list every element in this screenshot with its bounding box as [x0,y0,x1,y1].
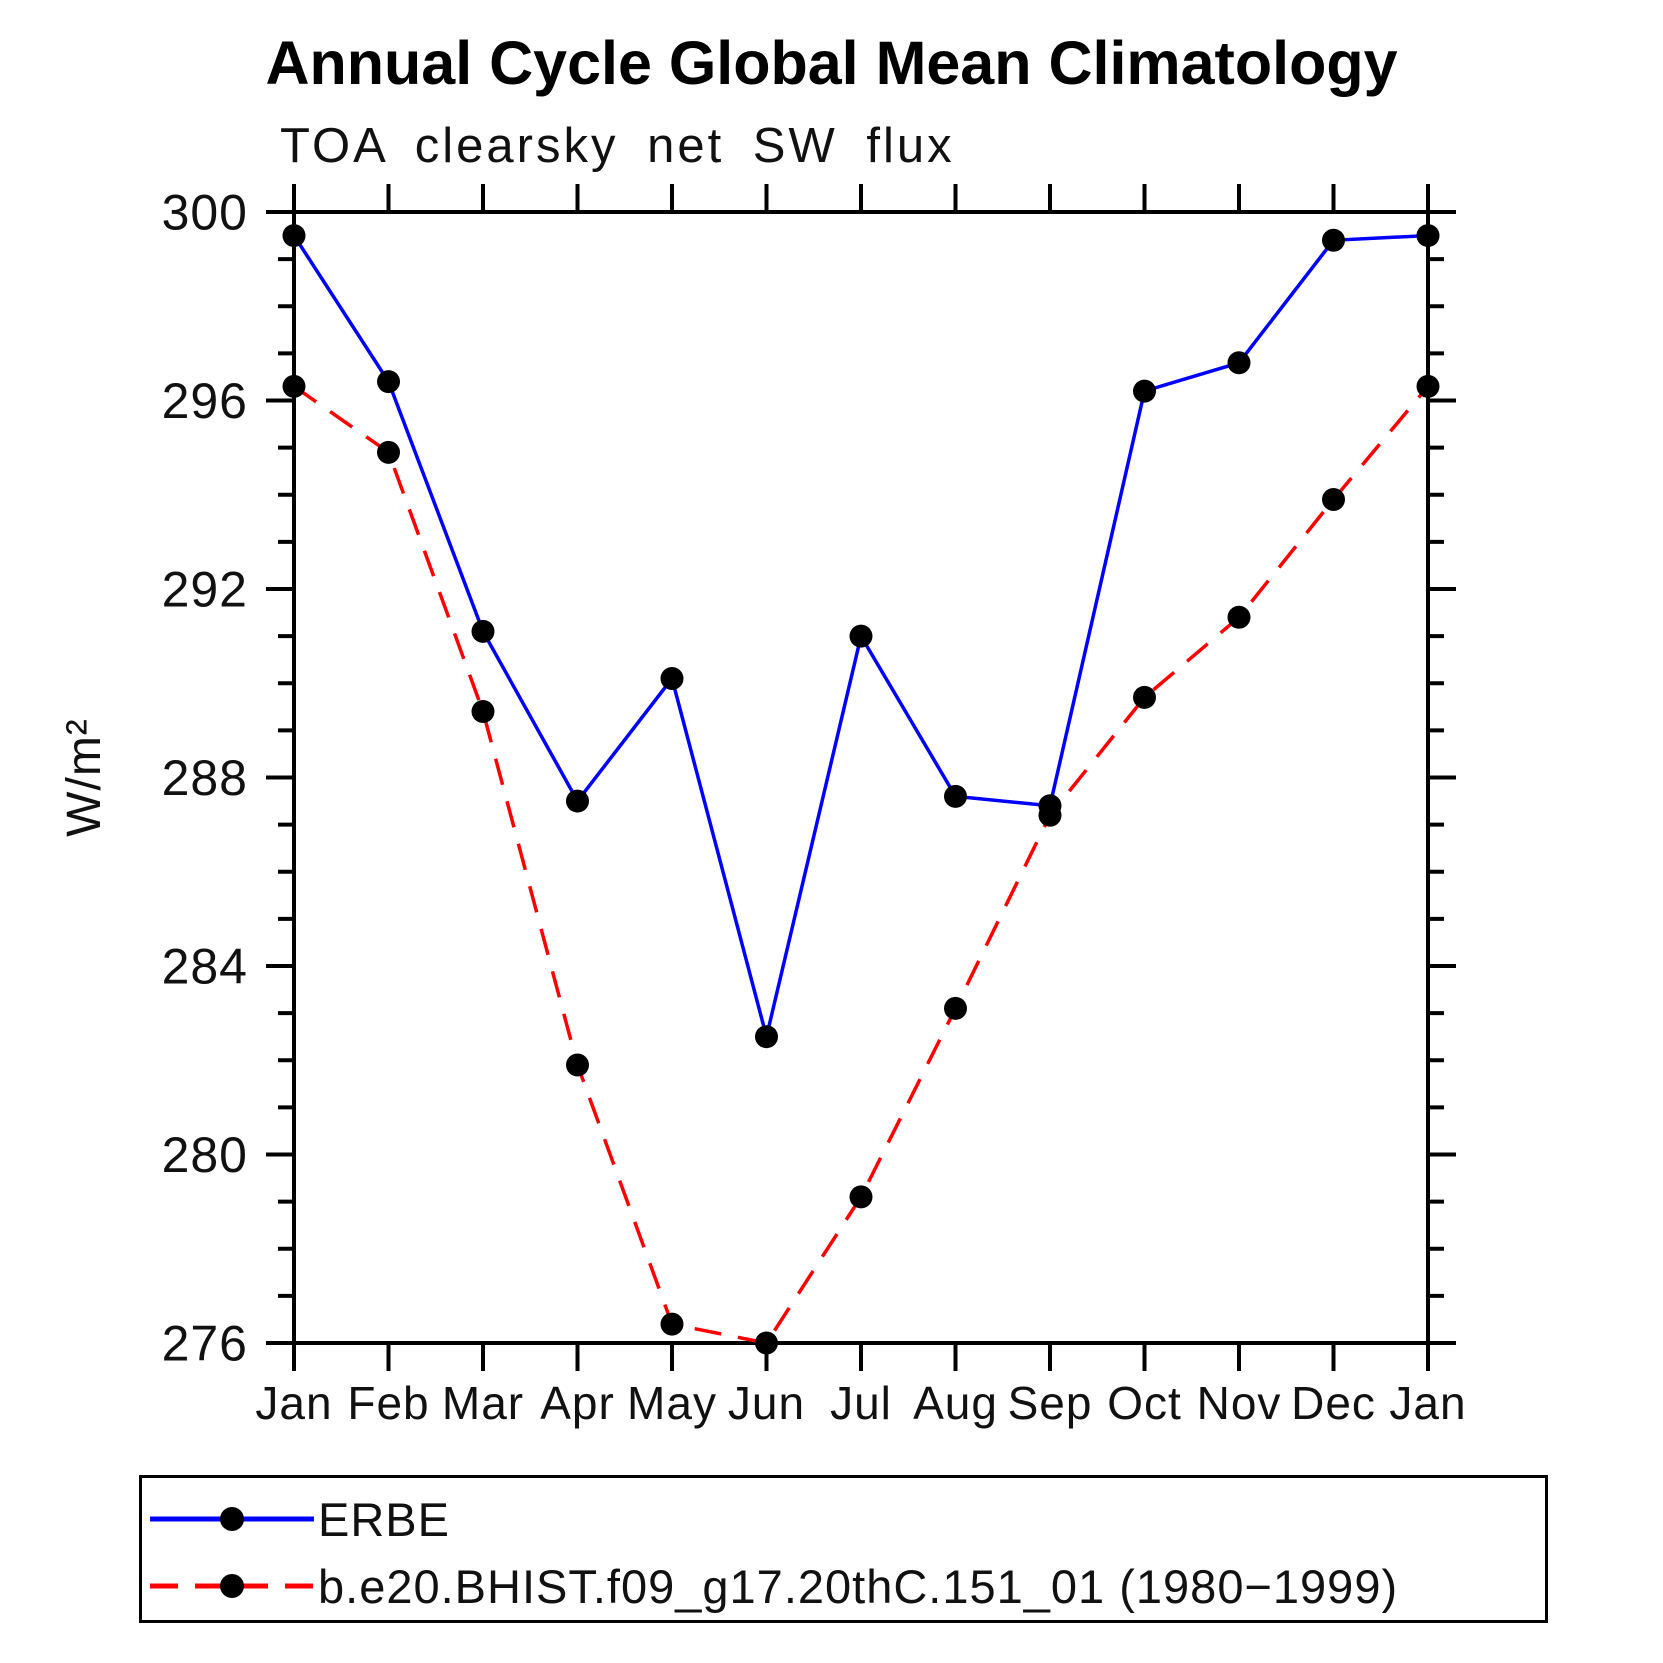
data-point-model-5 [755,1331,778,1355]
x-tick-label: Jan [255,1377,332,1429]
data-point-model-7 [944,996,967,1020]
data-point-erbe-3 [566,789,589,813]
y-tick-label: 284 [162,939,248,995]
y-axis-title: W/m² [58,718,111,837]
data-point-erbe-2 [471,619,495,643]
data-point-model-10 [1227,605,1251,629]
data-point-erbe-11 [1322,228,1345,252]
legend-label-model: b.e20.BHIST.f09_g17.20thC.151_01 (1980−1… [318,1559,1399,1613]
legend: ERBE b.e20.BHIST.f09_g17.20thC.151_01 (1… [139,1475,1548,1623]
x-tick-label: May [627,1377,717,1429]
chart-subtitle: TOA clearsky net SW flux [280,119,955,173]
data-point-model-3 [566,1053,589,1077]
erbe-line-sample-icon [150,1507,314,1531]
x-tick-label: Sep [1008,1377,1093,1429]
x-tick-label: Jun [728,1377,805,1429]
y-tick-label: 276 [162,1316,248,1372]
x-tick-label: Jul [830,1377,892,1429]
legend-label-erbe: ERBE [318,1492,450,1546]
y-tick-label: 280 [162,1127,248,1183]
y-tick-label: 296 [162,373,248,429]
data-point-model-2 [471,700,495,724]
data-point-erbe-1 [377,370,400,394]
data-point-model-12 [1416,374,1440,398]
data-point-erbe-7 [944,784,967,808]
data-point-model-1 [377,440,400,464]
legend-entry-model: b.e20.BHIST.f09_g17.20thC.151_01 (1980−1… [148,1558,1398,1614]
data-point-model-11 [1322,487,1345,511]
x-tick-label: Oct [1107,1377,1182,1429]
x-tick-label: Nov [1197,1377,1282,1429]
data-point-erbe-9 [1133,379,1156,403]
data-point-erbe-6 [849,624,873,648]
plot-frame [292,210,1430,1345]
data-point-erbe-0 [282,224,306,248]
model-sample-marker [220,1574,244,1598]
data-point-model-9 [1133,685,1156,709]
x-tick-label: Dec [1291,1377,1376,1429]
model-line-sample-icon [150,1574,314,1598]
x-tick-label: Aug [913,1377,998,1429]
x-tick-label: Jan [1389,1377,1466,1429]
data-point-model-4 [660,1312,684,1336]
x-tick-label: Feb [347,1377,429,1429]
data-point-model-0 [282,374,306,398]
x-tick-label: Mar [442,1377,524,1429]
data-point-model-6 [849,1185,873,1209]
data-point-erbe-12 [1416,224,1440,248]
legend-entry-erbe: ERBE [148,1491,450,1547]
x-tick-label: Apr [540,1377,615,1429]
chart-title: Annual Cycle Global Mean Climatology [265,29,1398,97]
y-tick-label: 300 [162,185,248,241]
data-point-erbe-5 [755,1025,778,1049]
y-tick-label: 292 [162,562,248,618]
data-point-erbe-4 [660,667,684,691]
y-tick-label: 288 [162,750,248,806]
data-point-erbe-10 [1227,351,1251,375]
data-point-model-8 [1038,803,1062,827]
erbe-sample-marker [220,1507,244,1531]
